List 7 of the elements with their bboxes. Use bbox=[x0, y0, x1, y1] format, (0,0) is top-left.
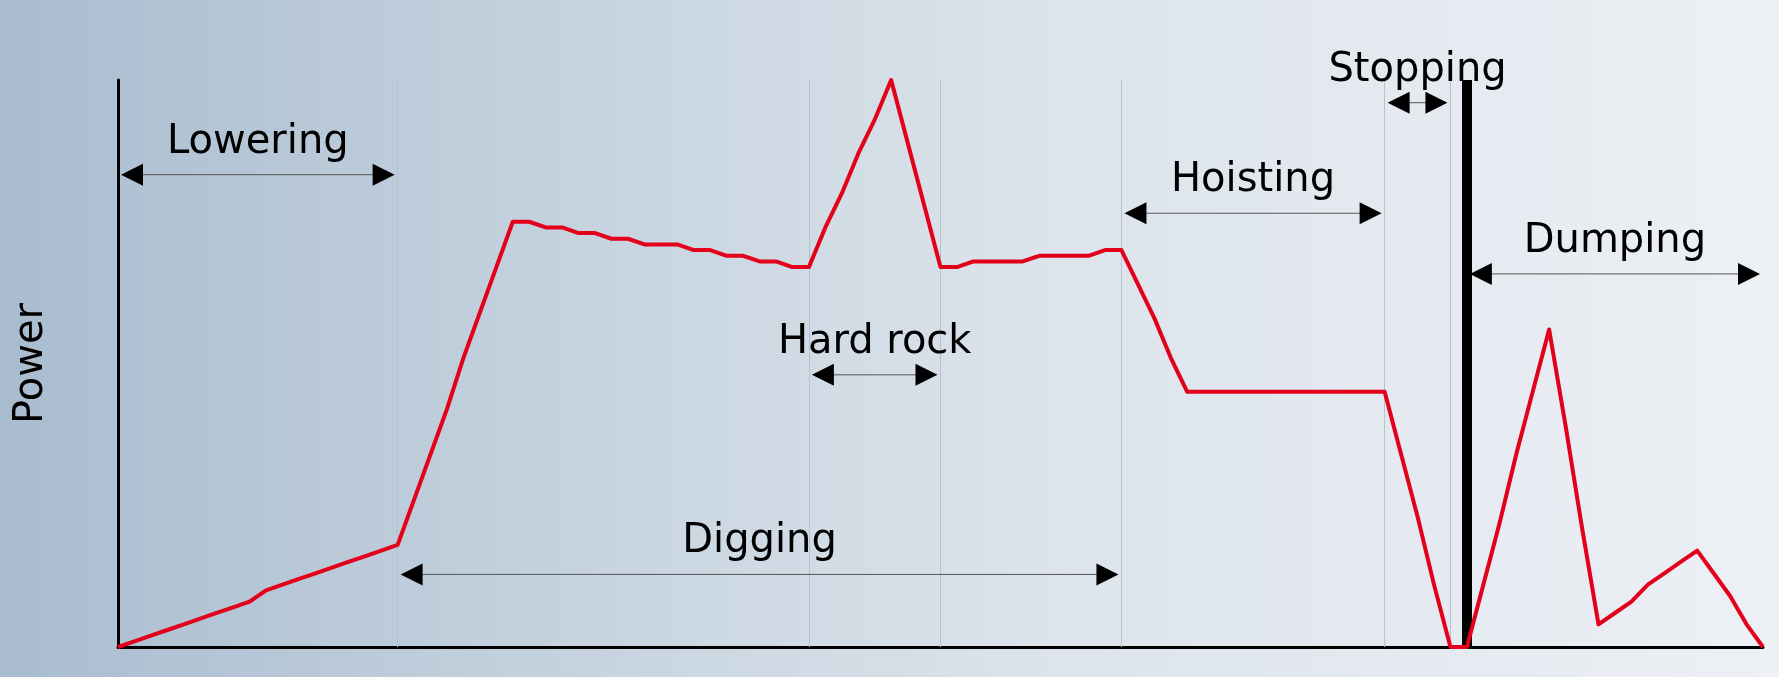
annotation: Hoisting bbox=[1171, 154, 1336, 201]
annotation: Digging bbox=[682, 515, 837, 562]
y-axis-title: Power bbox=[5, 302, 51, 424]
annotation: Dumping bbox=[1523, 214, 1707, 261]
annotation: Hard rock bbox=[777, 315, 973, 362]
annotation: Stopping bbox=[1328, 43, 1507, 90]
annotation: Lowering bbox=[166, 115, 349, 162]
